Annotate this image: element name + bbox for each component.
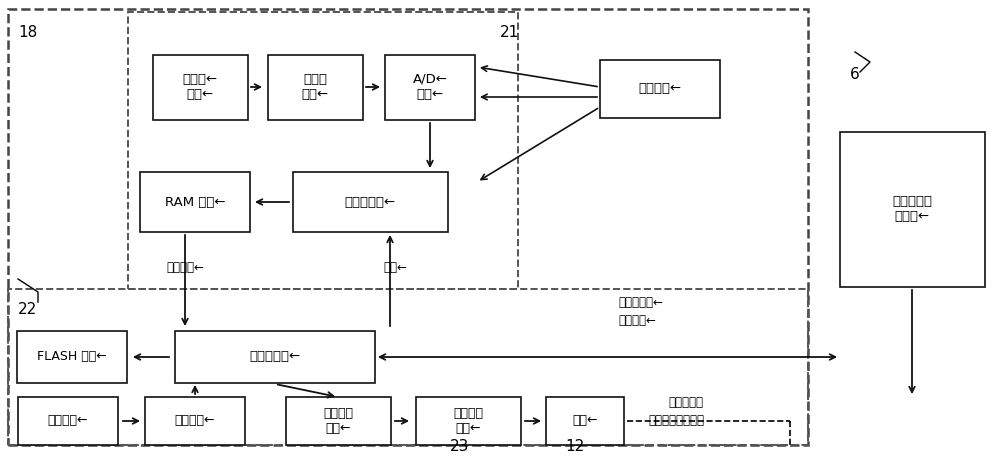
FancyBboxPatch shape [546,397,624,445]
Text: 中央处理器←: 中央处理器← [249,351,301,363]
Bar [128,12,518,289]
Text: 21: 21 [500,25,519,40]
Text: 电源模块←: 电源模块← [638,83,682,96]
FancyBboxPatch shape [268,54,362,119]
Text: A/D←
转换←: A/D← 转换← [413,73,447,101]
Text: 指令←: 指令← [383,261,407,274]
Text: RAM 缓存←: RAM 缓存← [165,196,225,208]
FancyBboxPatch shape [840,132,984,287]
FancyBboxPatch shape [286,397,390,445]
Text: 三轴加←
速度←: 三轴加← 速度← [182,73,218,101]
Text: 仪器出井后←: 仪器出井后← [618,296,663,309]
Text: 12: 12 [565,439,584,454]
FancyBboxPatch shape [18,397,118,445]
FancyBboxPatch shape [145,397,245,445]
Text: 18: 18 [18,25,37,40]
Bar [8,9,808,445]
FancyBboxPatch shape [140,172,250,232]
Text: 天线←: 天线← [572,414,598,427]
Text: FLASH 存储←: FLASH 存储← [37,351,107,363]
FancyBboxPatch shape [292,172,448,232]
Text: 地面数据回
放平台←: 地面数据回 放平台← [892,195,932,223]
FancyBboxPatch shape [152,54,248,119]
FancyBboxPatch shape [17,331,127,383]
Text: 电缆传输←: 电缆传输← [618,314,656,327]
Text: 构成电磁传输信道: 构成电磁传输信道 [648,414,704,427]
Text: 测量数据←: 测量数据← [166,261,204,274]
FancyBboxPatch shape [385,54,475,119]
FancyBboxPatch shape [175,331,375,383]
Text: 22: 22 [18,302,37,317]
Text: 放大、
滤波←: 放大、 滤波← [301,73,329,101]
FancyBboxPatch shape [416,397,520,445]
Text: 23: 23 [450,439,469,454]
Bar [8,289,808,445]
Text: 功率放大
装置←: 功率放大 装置← [323,407,353,435]
Text: 保护电路←: 保护电路← [48,414,88,427]
FancyBboxPatch shape [600,60,720,118]
Text: 6: 6 [850,67,860,82]
Text: 实时时钟←: 实时时钟← [175,414,215,427]
Text: 中央处理器←: 中央处理器← [344,196,396,208]
Text: 脉冲变压
装置←: 脉冲变压 装置← [453,407,483,435]
Text: 钻杆、地层: 钻杆、地层 [668,396,703,409]
